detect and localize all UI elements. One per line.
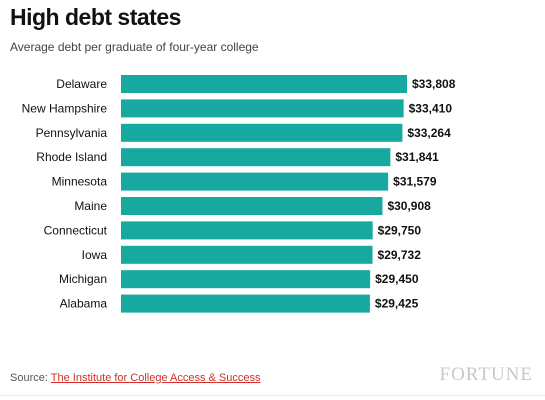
category-label: Delaware — [56, 77, 107, 91]
category-label: Connecticut — [44, 223, 108, 237]
value-label: $33,808 — [412, 77, 456, 91]
value-label: $31,841 — [395, 150, 439, 164]
category-label: Minnesota — [52, 175, 108, 189]
bar — [121, 197, 383, 215]
category-label: Iowa — [82, 248, 108, 262]
bar — [121, 99, 404, 118]
bar-chart: Delaware $33,808 New Hampshire $33,410 Penns… — [22, 75, 456, 313]
bar — [121, 270, 371, 289]
category-label: Alabama — [60, 297, 108, 311]
value-label: $31,579 — [393, 175, 437, 189]
value-label: $33,410 — [409, 101, 453, 115]
chart-title: High debt states — [10, 4, 181, 30]
bar — [121, 172, 389, 191]
value-label: $29,750 — [378, 223, 422, 237]
bar — [121, 245, 373, 264]
bar — [121, 75, 407, 93]
source-note: Source: The Institute for College Access… — [10, 372, 261, 384]
value-label: $33,264 — [407, 126, 451, 140]
bar — [121, 294, 370, 313]
chart-subtitle: Average debt per graduate of four-year c… — [10, 40, 259, 54]
category-label: Rhode Island — [36, 150, 107, 164]
category-label: Maine — [74, 199, 107, 213]
bottom-divider — [0, 395, 545, 396]
source-prefix: Source: — [10, 372, 51, 384]
category-label: Pennsylvania — [36, 126, 108, 140]
fortune-logo: FORTUNE — [439, 364, 533, 385]
value-label: $29,732 — [378, 248, 422, 262]
category-label: Michigan — [59, 272, 107, 286]
source-link[interactable]: The Institute for College Access & Succe… — [50, 372, 261, 384]
value-label: $29,450 — [375, 272, 419, 286]
category-label: New Hampshire — [22, 101, 108, 115]
value-label: $30,908 — [387, 199, 431, 213]
bar — [121, 148, 391, 167]
bar — [121, 123, 403, 142]
value-label: $29,425 — [375, 297, 419, 311]
bar — [121, 221, 373, 240]
